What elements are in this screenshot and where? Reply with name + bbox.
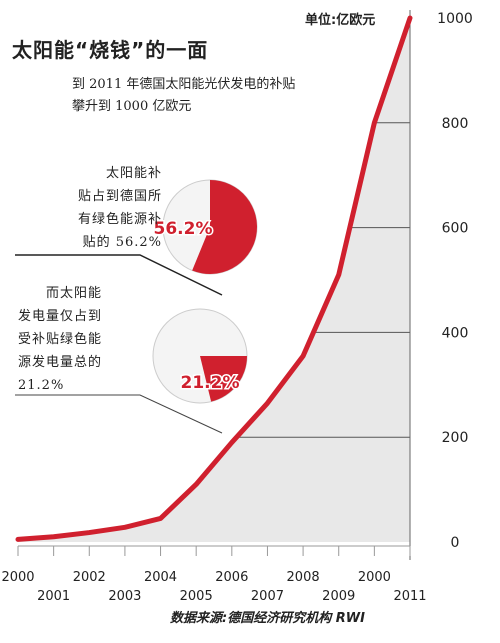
x-tick-label: 2009 — [322, 589, 355, 604]
pie-slice — [200, 356, 247, 402]
unit-label: 单位:亿欧元 — [305, 13, 376, 28]
x-tick-label: 2006 — [215, 570, 248, 585]
page-title: 太阳能“烧钱”的一面 — [12, 38, 209, 62]
leader-line — [15, 394, 223, 434]
x-tick-label: 2003 — [108, 589, 141, 604]
y-tick-label: 600 — [442, 221, 469, 237]
note-subsidy-share: 太阳能补 贴占到德国所 有绿色能源补 贴的 56.2% — [77, 166, 162, 250]
y-tick-label: 800 — [442, 116, 469, 132]
leader-line — [15, 254, 223, 296]
x-tick-label: 2000 — [1, 570, 34, 585]
y-tick-label: 1000 — [437, 11, 473, 27]
x-tick-label: 2011 — [393, 589, 426, 604]
series-line — [15, 15, 413, 542]
subtitle: 到 2011 年德国太阳能光伏发电的补贴 攀升到 1000 亿欧元 — [72, 77, 296, 114]
x-tick-label: 2008 — [287, 570, 320, 585]
pie-label: 21.2% — [181, 373, 240, 393]
pie-slice — [192, 180, 258, 274]
x-tick-label: 2004 — [144, 570, 177, 585]
source-note: 数据来源:德国经济研究机构 RWI — [170, 611, 365, 626]
area-fill — [18, 18, 410, 542]
note-generation-share: 而太阳能 发电量仅占到 受补贴绿色能 源发电量总的 21.2% — [18, 286, 103, 393]
x-tick-label: 2005 — [180, 589, 213, 604]
pie-label: 56.2% — [154, 219, 213, 239]
x-tick-label: 2000 — [358, 570, 391, 585]
x-tick-label: 2002 — [73, 570, 106, 585]
x-tick-label: 2007 — [251, 589, 284, 604]
y-tick-label: 0 — [451, 535, 460, 551]
x-tick-label: 2001 — [37, 589, 70, 604]
y-tick-label: 200 — [442, 430, 469, 446]
y-tick-label: 400 — [442, 325, 469, 341]
